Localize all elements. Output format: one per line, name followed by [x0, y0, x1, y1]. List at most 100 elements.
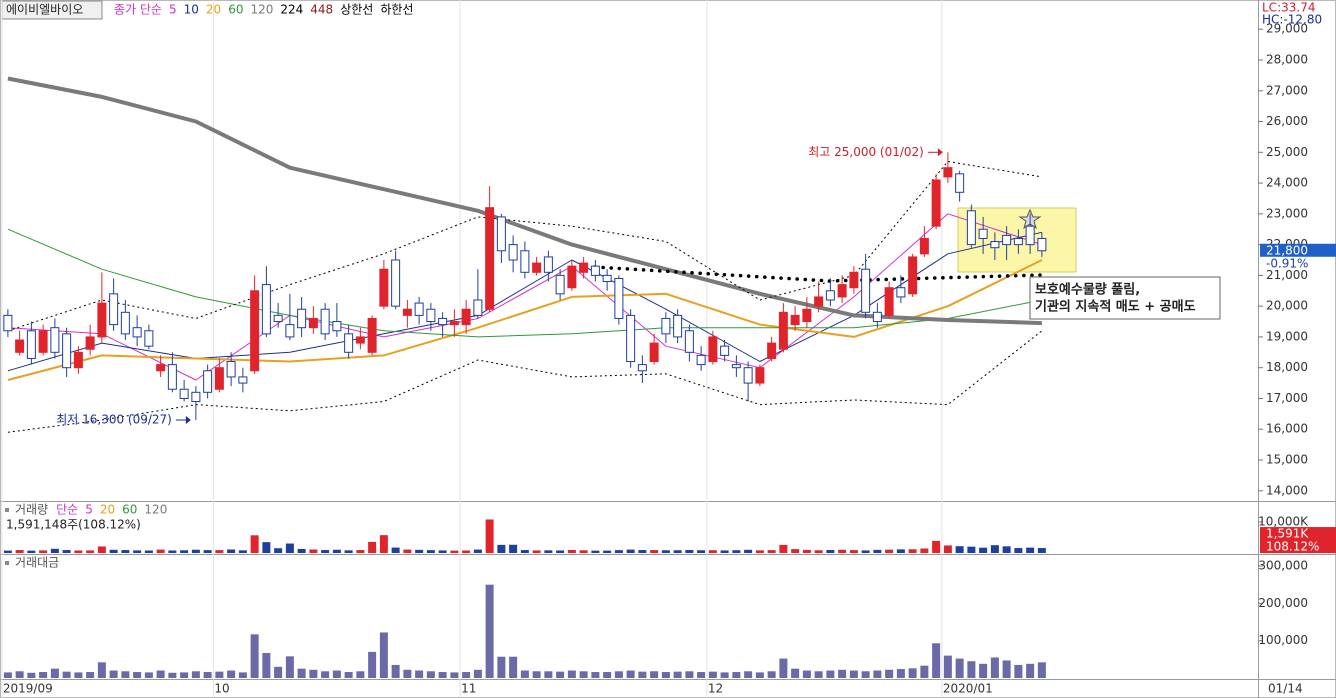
hc-value: HC:-12.80: [1262, 13, 1322, 27]
bar: [50, 548, 59, 553]
bar: [285, 543, 294, 553]
bar: [885, 549, 894, 553]
bar: [227, 549, 236, 553]
bar: [191, 549, 200, 553]
bar: [27, 550, 36, 553]
bar: [1014, 548, 1023, 553]
current-volume: 1,591K: [1266, 527, 1309, 541]
candle-body: [684, 330, 694, 353]
bar: [896, 549, 905, 553]
bar: [168, 672, 177, 678]
candle-body: [402, 308, 412, 316]
panel-marker: [5, 508, 9, 512]
legend-entry: 하한선: [380, 3, 413, 17]
y-tick-label: 100,000: [1258, 633, 1308, 647]
candle-body: [955, 173, 965, 193]
candle-body: [943, 167, 953, 178]
bar: [979, 663, 988, 678]
candle-body: [990, 241, 1000, 249]
candle-body: [226, 361, 236, 378]
annotation-text: 최저 16,300 (09/27): [56, 413, 172, 427]
bar: [62, 671, 71, 678]
bar: [109, 670, 118, 678]
bar: [74, 550, 83, 553]
bar: [133, 672, 142, 678]
candle-body: [109, 293, 119, 326]
candle-body: [438, 317, 448, 326]
bar: [39, 672, 48, 678]
note-line: 보호예수물량 풀림,: [1035, 282, 1140, 298]
y-tick-label: 25,000: [1266, 145, 1308, 159]
y-tick-label: 21,000: [1266, 268, 1308, 282]
bar: [391, 547, 400, 553]
bar: [97, 546, 106, 553]
bar: [720, 550, 729, 553]
bar: [779, 544, 788, 553]
candle-body: [391, 259, 401, 307]
bar: [1002, 660, 1011, 678]
bar: [3, 672, 12, 678]
candle-body: [1013, 237, 1023, 246]
bar: [685, 549, 694, 553]
bar: [438, 550, 447, 553]
candle-body: [755, 367, 765, 384]
bar: [509, 656, 518, 678]
bar: [3, 550, 12, 553]
candle-body: [191, 391, 201, 403]
bar: [379, 632, 388, 678]
bar: [532, 550, 541, 553]
bar: [497, 544, 506, 553]
bar: [485, 519, 494, 553]
bar: [321, 671, 330, 678]
bar: [262, 542, 271, 553]
candle-body: [626, 314, 636, 363]
legend-entry: 20: [206, 3, 221, 17]
bar: [744, 671, 753, 678]
bar: [309, 669, 318, 678]
stock-name: 에이비엘바이오: [6, 3, 83, 17]
candle-body: [1037, 237, 1047, 252]
bar: [332, 670, 341, 678]
candle-body: [673, 314, 683, 338]
bar: [274, 666, 283, 678]
candle-body: [179, 388, 189, 399]
candle-body: [555, 274, 565, 295]
candle-body: [767, 342, 777, 359]
candle-body: [884, 287, 894, 316]
legend-entry: 상한선: [340, 3, 373, 17]
bar: [744, 549, 753, 553]
bar: [27, 672, 36, 678]
bar: [144, 672, 153, 678]
bar: [579, 671, 588, 678]
bar: [838, 669, 847, 678]
candle-body: [156, 364, 166, 372]
y-tick-label: 26,000: [1266, 114, 1308, 128]
legend-entry: 종가 단순: [114, 3, 162, 17]
bar: [708, 550, 717, 553]
bar: [567, 670, 576, 678]
candle-body: [720, 345, 730, 356]
bar: [462, 672, 471, 678]
bar: [285, 656, 294, 678]
candle-body: [238, 376, 248, 384]
bar: [990, 545, 999, 553]
legend-entry: 20: [100, 503, 115, 517]
arrow-head: [185, 416, 191, 424]
bar: [650, 671, 659, 678]
bar: [274, 548, 283, 553]
bar: [238, 672, 247, 678]
bar: [356, 671, 365, 678]
bar: [990, 657, 999, 678]
bar: [144, 550, 153, 553]
bar: [227, 670, 236, 678]
lc-value: LC:33.74: [1262, 1, 1315, 15]
candle-body: [38, 330, 48, 353]
indicator-line: [7, 228, 1042, 338]
y-tick-label: 17,000: [1266, 391, 1308, 405]
bar: [97, 662, 106, 678]
candle-body: [62, 333, 72, 369]
candle-body: [978, 228, 988, 239]
bar: [826, 549, 835, 553]
volume-info: 1,591,148주(108.12%): [6, 518, 141, 532]
bar: [791, 549, 800, 553]
